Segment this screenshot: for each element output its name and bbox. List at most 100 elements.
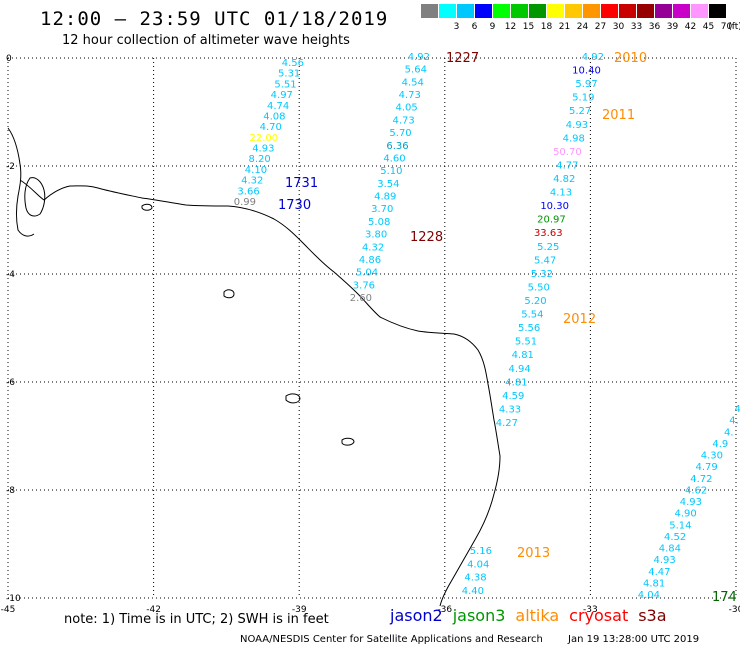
scale-label: 3 (453, 22, 460, 32)
small-island-4 (141, 203, 153, 211)
wave-height-value: 50.70 (553, 147, 582, 158)
scale-swatch (637, 4, 654, 18)
wave-height-value: 5.10 (380, 166, 402, 177)
pass-time-label: 174 (712, 590, 737, 605)
wave-height-value: 5.04 (356, 268, 378, 279)
wave-height-value: 3.66 (237, 186, 259, 197)
wave-height-value: 4.79 (695, 462, 717, 473)
small-island-2 (285, 393, 301, 404)
wave-height-value: 4.97 (271, 90, 293, 101)
scale-label: 15 (522, 22, 535, 32)
legend-s3a: s3a (638, 606, 667, 625)
scale-label: 30 (612, 22, 625, 32)
legend-jason2: jason2 (390, 606, 443, 625)
wave-height-value: 4.54 (402, 77, 424, 88)
wave-height-value: 4.81 (643, 578, 665, 589)
wave-height-value: 4.73 (392, 115, 414, 126)
wave-height-value: 4.38 (464, 573, 486, 584)
pass-time-label: 2011 (602, 108, 635, 123)
wave-height-value: 4. (724, 427, 734, 438)
wave-height-value: 4.04 (467, 559, 489, 570)
scale-swatch (619, 4, 636, 18)
wave-height-value: 4.9 (712, 439, 728, 450)
wave-height-value: 4.32 (362, 242, 384, 253)
wave-height-value: 4.30 (701, 451, 723, 462)
wave-height-value: 20.97 (537, 215, 566, 226)
graticule (7, 57, 737, 599)
south-america-coast (19, 179, 501, 607)
wave-height-value: 4.56 (282, 58, 304, 69)
wave-height-value: 4.81 (505, 377, 527, 388)
wave-height-value: 4.08 (263, 111, 285, 122)
longitude-tick: -33 (583, 605, 598, 615)
wave-height-value: 4.62 (685, 485, 707, 496)
wave-height-value: 5.51 (515, 337, 537, 348)
wave-height-value: 5.32 (531, 269, 553, 280)
scale-swatch (439, 4, 456, 18)
wave-height-value: 5.20 (524, 296, 546, 307)
wave-height-value: 5.31 (278, 69, 300, 80)
latitude-tick: 0 (6, 54, 12, 64)
pass-time-label: 1730 (278, 198, 311, 213)
wave-height-value: 5.54 (521, 310, 543, 321)
wave-height-value: 2.60 (350, 293, 372, 304)
scale-swatch (493, 4, 510, 18)
wave-height-value: 3.70 (371, 204, 393, 215)
credit-line: NOAA/NESDIS Center for Satellite Applica… (240, 634, 699, 645)
longitude-tick: -36 (437, 605, 452, 615)
marajo-island (24, 177, 46, 217)
wave-height-value: 4.60 (383, 153, 405, 164)
latitude-tick: -6 (6, 378, 15, 388)
scale-label: 70 (720, 22, 733, 32)
scale-label: 36 (648, 22, 661, 32)
latitude-tick: -10 (6, 594, 21, 604)
scale-swatch (457, 4, 474, 18)
satellite-legend: jason2 jason3 altika cryosat s3a (390, 606, 677, 625)
scale-label: 39 (666, 22, 679, 32)
wave-height-value: 4.70 (260, 122, 282, 133)
amapa-coast (7, 127, 35, 237)
scale-label: 24 (576, 22, 589, 32)
wave-height-value: 3.80 (365, 230, 387, 241)
wave-height-value: 4.59 (502, 391, 524, 402)
legend-jason3: jason3 (452, 606, 506, 625)
wave-height-value: 5.16 (470, 546, 492, 557)
scale-swatch (655, 4, 672, 18)
wave-height-value: 10.40 (572, 66, 601, 77)
coastline (7, 127, 501, 607)
scale-label: 27 (594, 22, 607, 32)
scale-swatch (601, 4, 618, 18)
wave-height-value: 4.89 (374, 192, 396, 203)
scale-label: 9 (489, 22, 496, 32)
wave-height-value: 4.82 (553, 174, 575, 185)
wave-height-value: 4.93 (566, 120, 588, 131)
footnote: note: 1) Time is in UTC; 2) SWH is in fe… (64, 612, 329, 627)
wave-height-value: 4.77 (556, 160, 578, 171)
scale-swatch (421, 4, 438, 18)
pass-time-label: 1228 (410, 230, 443, 245)
wave-height-value: 5.08 (368, 217, 390, 228)
wave-height-value: 5.50 (528, 282, 550, 293)
altimeter-track: 4.4.4.4.94.304.794.724.624.934.905.144.5… (638, 404, 740, 601)
wave-height-value: 4.74 (267, 101, 289, 112)
wave-height-value: 4.72 (690, 474, 712, 485)
wave-height-value: 4.10 (245, 165, 267, 176)
wave-height-value: 4.98 (563, 133, 585, 144)
wave-height-value: 4.32 (241, 176, 263, 187)
scale-swatch (673, 4, 690, 18)
scale-swatch (691, 4, 708, 18)
altimeter-track: 4.92 10.40 5.97 5.19 5.27 4.93 4.98 50.70 4.77 4.… (496, 52, 604, 429)
wave-height-value: 4. (734, 404, 740, 415)
wave-height-value: 5.19 (572, 93, 594, 104)
wave-height-value: 5.25 (537, 242, 559, 253)
pass-time-label: 1227 (446, 51, 479, 66)
latitude-tick: -8 (6, 486, 15, 496)
wave-height-value: 4.13 (550, 188, 572, 199)
wave-height-value: 5.51 (274, 79, 296, 90)
longitude-tick: -39 (292, 605, 307, 615)
scale-label: 42 (684, 22, 697, 32)
wave-height-value: 4.33 (499, 404, 521, 415)
altimeter-track: 4.565.315.514.974.744.084.7022.004.938.2… (234, 58, 304, 208)
altimeter-tracks: 4.565.315.514.974.744.084.7022.004.938.2… (234, 52, 740, 601)
small-island-1 (223, 289, 235, 299)
